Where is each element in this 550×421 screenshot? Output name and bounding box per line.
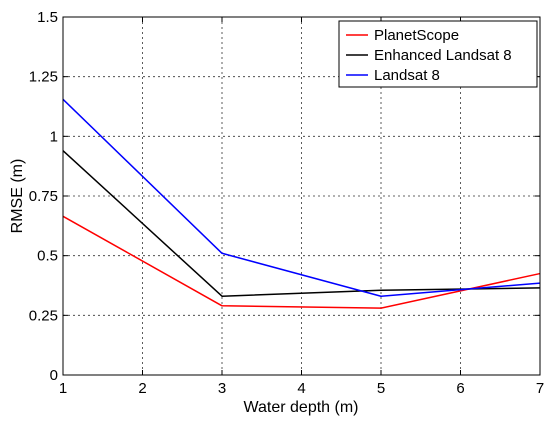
x-tick-label: 6: [456, 380, 464, 397]
x-axis-label: Water depth (m): [244, 399, 359, 416]
x-tick-label: 2: [138, 380, 146, 397]
x-tick-label: 7: [536, 380, 544, 397]
y-tick-label: 0.25: [29, 307, 58, 324]
legend-label-landsat-8: Landsat 8: [374, 67, 440, 84]
y-tick-label: 0: [50, 367, 58, 384]
y-tick-label: 0.5: [37, 248, 58, 265]
legend-label-enhanced-landsat-8: Enhanced Landsat 8: [374, 47, 512, 64]
x-tick-label: 5: [377, 380, 385, 397]
y-tick-label: 0.75: [29, 188, 58, 205]
y-tick-label: 1.25: [29, 69, 58, 86]
x-tick-label: 1: [59, 380, 67, 397]
legend-box: [338, 20, 538, 88]
y-tick-label: 1: [50, 128, 58, 145]
y-tick-label: 1.5: [37, 9, 58, 26]
x-tick-label: 3: [218, 380, 226, 397]
legend-label-planetscope: PlanetScope: [374, 27, 459, 44]
series-lines: [62, 98, 541, 309]
tick-labels: 1 2 3 4 5 6 7 0 0.25 0.5 0.75 1 1.25 1.5: [29, 9, 544, 397]
series-line-landsat-8: [62, 98, 541, 297]
y-axis-label: RMSE (m): [9, 159, 26, 234]
legend: PlanetScope Enhanced Landsat 8 Landsat 8: [338, 20, 538, 88]
x-tick-label: 4: [297, 380, 305, 397]
axis-ticks: [62, 16, 541, 376]
series-line-planetscope: [62, 215, 541, 309]
